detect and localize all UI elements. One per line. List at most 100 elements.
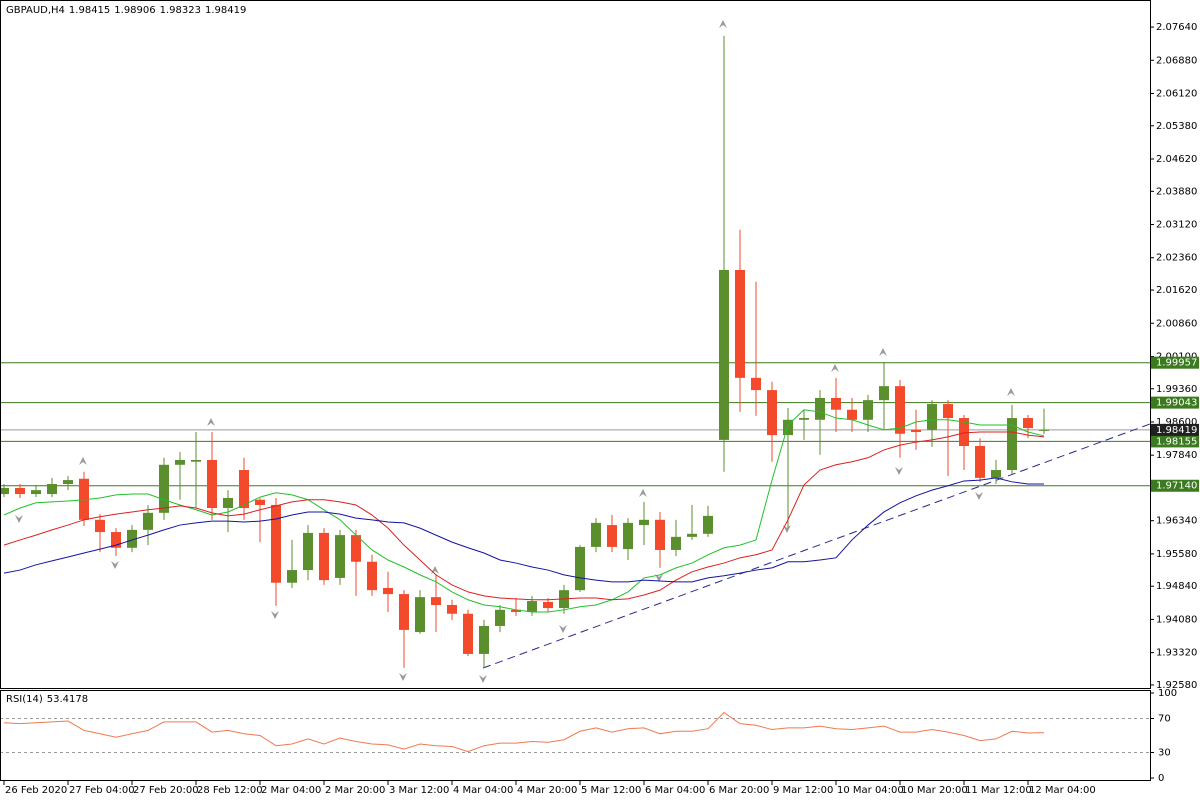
candle-body (479, 625, 489, 654)
header-high: 1.98906 (114, 5, 155, 16)
main-pane-frame (0, 0, 1151, 689)
y-tick-label: 1.97840 (1156, 450, 1197, 461)
candle-body (351, 535, 361, 562)
x-tick-label: 12 Mar 04:00 (1029, 785, 1096, 796)
candle-body (847, 409, 857, 420)
x-tick-label: 9 Mar 12:00 (773, 785, 833, 796)
rsi-line (3, 711, 1045, 753)
candle-body (271, 504, 281, 583)
candle-body (95, 519, 105, 533)
y-tick-label: 2.01620 (1156, 285, 1197, 296)
candle-body (335, 535, 345, 578)
y-tick-label: 2.07640 (1156, 22, 1197, 33)
candle-body (463, 613, 473, 654)
x-tick-label: 6 Mar 04:00 (645, 785, 705, 796)
header-low: 1.98323 (160, 5, 201, 16)
candle-body (527, 601, 537, 612)
rsi-header: RSI(14) 53.4178 (6, 694, 88, 705)
candle-body (63, 480, 73, 485)
y-tick-label: 0 (1158, 773, 1164, 784)
candle-body (399, 594, 409, 630)
x-tick-label: 26 Feb 2020 (5, 785, 67, 796)
candle-body (1023, 418, 1033, 429)
x-tick-label: 10 Mar 04:00 (837, 785, 904, 796)
candle-body (863, 400, 873, 420)
candle-body (959, 418, 969, 446)
trend-line (482, 423, 1151, 669)
y-tick-label: 2.03880 (1156, 186, 1197, 197)
candle-body (991, 470, 1001, 478)
moving-average (3, 431, 1045, 601)
level-label-box (1151, 435, 1199, 448)
candle-body (15, 487, 25, 495)
x-tick-label: 4 Mar 04:00 (453, 785, 513, 796)
fractal-up (79, 457, 87, 465)
fractal-down (399, 673, 407, 681)
candle-body (255, 499, 265, 505)
candle-body (207, 459, 217, 509)
moving-average (3, 477, 1044, 583)
candle-body (111, 532, 121, 548)
candle-body (287, 570, 297, 583)
candle-body (1039, 429, 1049, 431)
candle-body (831, 397, 841, 410)
fractal-down (655, 574, 663, 582)
level-label: 1.98155 (1156, 436, 1197, 447)
candle-body (159, 464, 169, 513)
rsi-title: RSI(14) (6, 694, 43, 705)
current-price-box (1151, 423, 1199, 436)
fractal-up (831, 364, 839, 372)
fractal-up (207, 418, 215, 426)
candle-body (719, 269, 729, 440)
y-tick-label: 1.93320 (1156, 648, 1197, 659)
candle-body (927, 404, 937, 430)
y-tick-label: 2.03120 (1156, 220, 1197, 231)
moving-average (3, 409, 1045, 613)
symbol: GBPAUD,H4 (6, 5, 65, 16)
y-tick-label: 1.92580 (1156, 680, 1197, 691)
candle-body (703, 515, 713, 534)
y-tick-label: 70 (1158, 714, 1171, 725)
candle-body (191, 459, 201, 462)
x-tick-label: 27 Feb 04:00 (69, 785, 135, 796)
y-tick-label: 2.04620 (1156, 154, 1197, 165)
candle-body (943, 404, 953, 419)
candle-body (495, 609, 505, 626)
candle-body (607, 525, 617, 547)
fractal-up (879, 348, 887, 356)
fractal-down (975, 492, 983, 500)
level-label-box (1151, 356, 1199, 369)
y-tick-label: 30 (1158, 748, 1171, 759)
fractal-up (1007, 388, 1015, 396)
header-close: 1.98419 (205, 5, 246, 16)
candle-body (447, 605, 457, 614)
level-label: 1.99957 (1156, 358, 1197, 369)
y-tick-label: 1.98600 (1156, 417, 1197, 428)
candle-body (911, 429, 921, 433)
fractal-up (719, 20, 727, 28)
y-tick-label: 1.94840 (1156, 581, 1197, 592)
x-tick-label: 2 Mar 04:00 (261, 785, 321, 796)
x-tick-label: 28 Feb 12:00 (197, 785, 263, 796)
level-label-box (1151, 396, 1199, 409)
fractal-down (15, 515, 23, 523)
fractal-down (783, 525, 791, 533)
candle-body (431, 597, 441, 606)
candle-body (751, 377, 761, 391)
candle-body (175, 459, 185, 465)
header-open: 1.98415 (69, 5, 110, 16)
candle-body (303, 532, 313, 571)
level-label: 1.97140 (1156, 481, 1197, 492)
level-label-box (1151, 479, 1199, 492)
y-tick-label: 100 (1158, 688, 1177, 699)
fractal-up (639, 489, 647, 497)
candle-body (1007, 418, 1017, 471)
fractal-down (271, 611, 279, 619)
x-tick-label: 3 Mar 12:00 (389, 785, 449, 796)
candle-body (143, 512, 153, 530)
candle-body (895, 386, 905, 434)
fractal-down (479, 675, 487, 683)
y-tick-label: 1.99360 (1156, 384, 1197, 395)
